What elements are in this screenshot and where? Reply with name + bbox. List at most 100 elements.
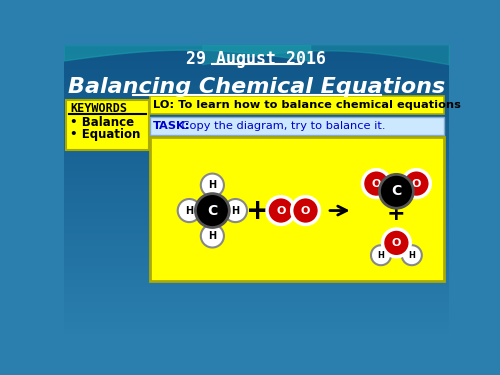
Bar [64, 292, 449, 293]
Bar [64, 210, 449, 212]
Bar [64, 131, 449, 132]
Bar [64, 227, 449, 228]
Text: H: H [208, 231, 216, 241]
Bar [64, 291, 449, 292]
Circle shape [380, 174, 414, 208]
Bar [64, 199, 449, 200]
Bar [64, 94, 449, 95]
Bar [64, 83, 449, 84]
Bar [64, 247, 449, 248]
Bar [64, 148, 449, 149]
Bar [64, 316, 449, 317]
Bar [64, 220, 449, 221]
Bar [64, 333, 449, 334]
Bar [64, 204, 449, 205]
Bar [64, 202, 449, 203]
Bar [64, 52, 449, 53]
FancyBboxPatch shape [150, 137, 444, 281]
Bar [64, 121, 449, 122]
Circle shape [402, 170, 430, 198]
Circle shape [292, 197, 320, 224]
Bar [64, 105, 449, 106]
Bar [64, 322, 449, 323]
Bar [64, 96, 449, 97]
Text: 29 August 2016: 29 August 2016 [186, 50, 326, 68]
Bar [64, 272, 449, 273]
Bar [64, 186, 449, 187]
Text: H: H [378, 251, 384, 260]
Bar [64, 150, 449, 151]
Bar [64, 187, 449, 188]
Bar [64, 64, 449, 65]
Bar [64, 138, 449, 139]
Bar [64, 100, 449, 101]
Bar [64, 122, 449, 123]
Bar [64, 194, 449, 195]
Bar [64, 117, 449, 118]
Bar [64, 286, 449, 287]
Bar [64, 326, 449, 327]
Bar [64, 233, 449, 234]
Bar [64, 81, 449, 82]
Bar [64, 125, 449, 126]
Bar [64, 259, 449, 260]
Bar [64, 296, 449, 297]
Text: TASK:: TASK: [153, 121, 190, 131]
Bar [64, 147, 449, 148]
Bar [64, 140, 449, 141]
Circle shape [196, 194, 230, 228]
Bar [64, 134, 449, 135]
Circle shape [178, 199, 201, 222]
Bar [64, 103, 449, 104]
Bar [64, 111, 449, 112]
Bar [64, 170, 449, 171]
Bar [64, 110, 449, 111]
Bar [64, 178, 449, 179]
Bar [64, 214, 449, 215]
Bar [64, 183, 449, 184]
Bar [64, 332, 449, 333]
Bar [64, 231, 449, 232]
Bar [64, 205, 449, 206]
Circle shape [402, 245, 422, 265]
Circle shape [362, 170, 390, 198]
Bar [64, 221, 449, 222]
Text: O: O [412, 178, 421, 189]
Bar [64, 285, 449, 286]
Bar [64, 208, 449, 209]
Bar [64, 279, 449, 280]
Text: H: H [185, 206, 194, 216]
Text: C: C [207, 204, 218, 218]
Bar [64, 104, 449, 105]
Bar [64, 249, 449, 250]
Bar [64, 70, 449, 71]
Bar [64, 225, 449, 226]
Bar [64, 97, 449, 98]
Bar [64, 54, 449, 55]
Bar [64, 53, 449, 54]
Bar [64, 195, 449, 196]
Text: • Equation: • Equation [70, 128, 140, 141]
Bar [64, 263, 449, 264]
Bar [64, 275, 449, 276]
Bar [64, 116, 449, 117]
Bar [64, 47, 449, 48]
Bar [64, 248, 449, 249]
Text: • Balance: • Balance [70, 116, 134, 129]
Bar [64, 154, 449, 155]
Bar [64, 206, 449, 207]
Bar [64, 217, 449, 218]
Bar [64, 307, 449, 308]
Bar [64, 79, 449, 80]
Bar [64, 203, 449, 204]
Bar [64, 92, 449, 93]
Bar [64, 84, 449, 85]
Bar [64, 136, 449, 137]
Bar [64, 107, 449, 108]
Bar [64, 261, 449, 262]
Bar [64, 78, 449, 79]
Bar [64, 63, 449, 64]
Text: +: + [387, 204, 406, 224]
Bar [64, 142, 449, 143]
Bar [64, 298, 449, 299]
